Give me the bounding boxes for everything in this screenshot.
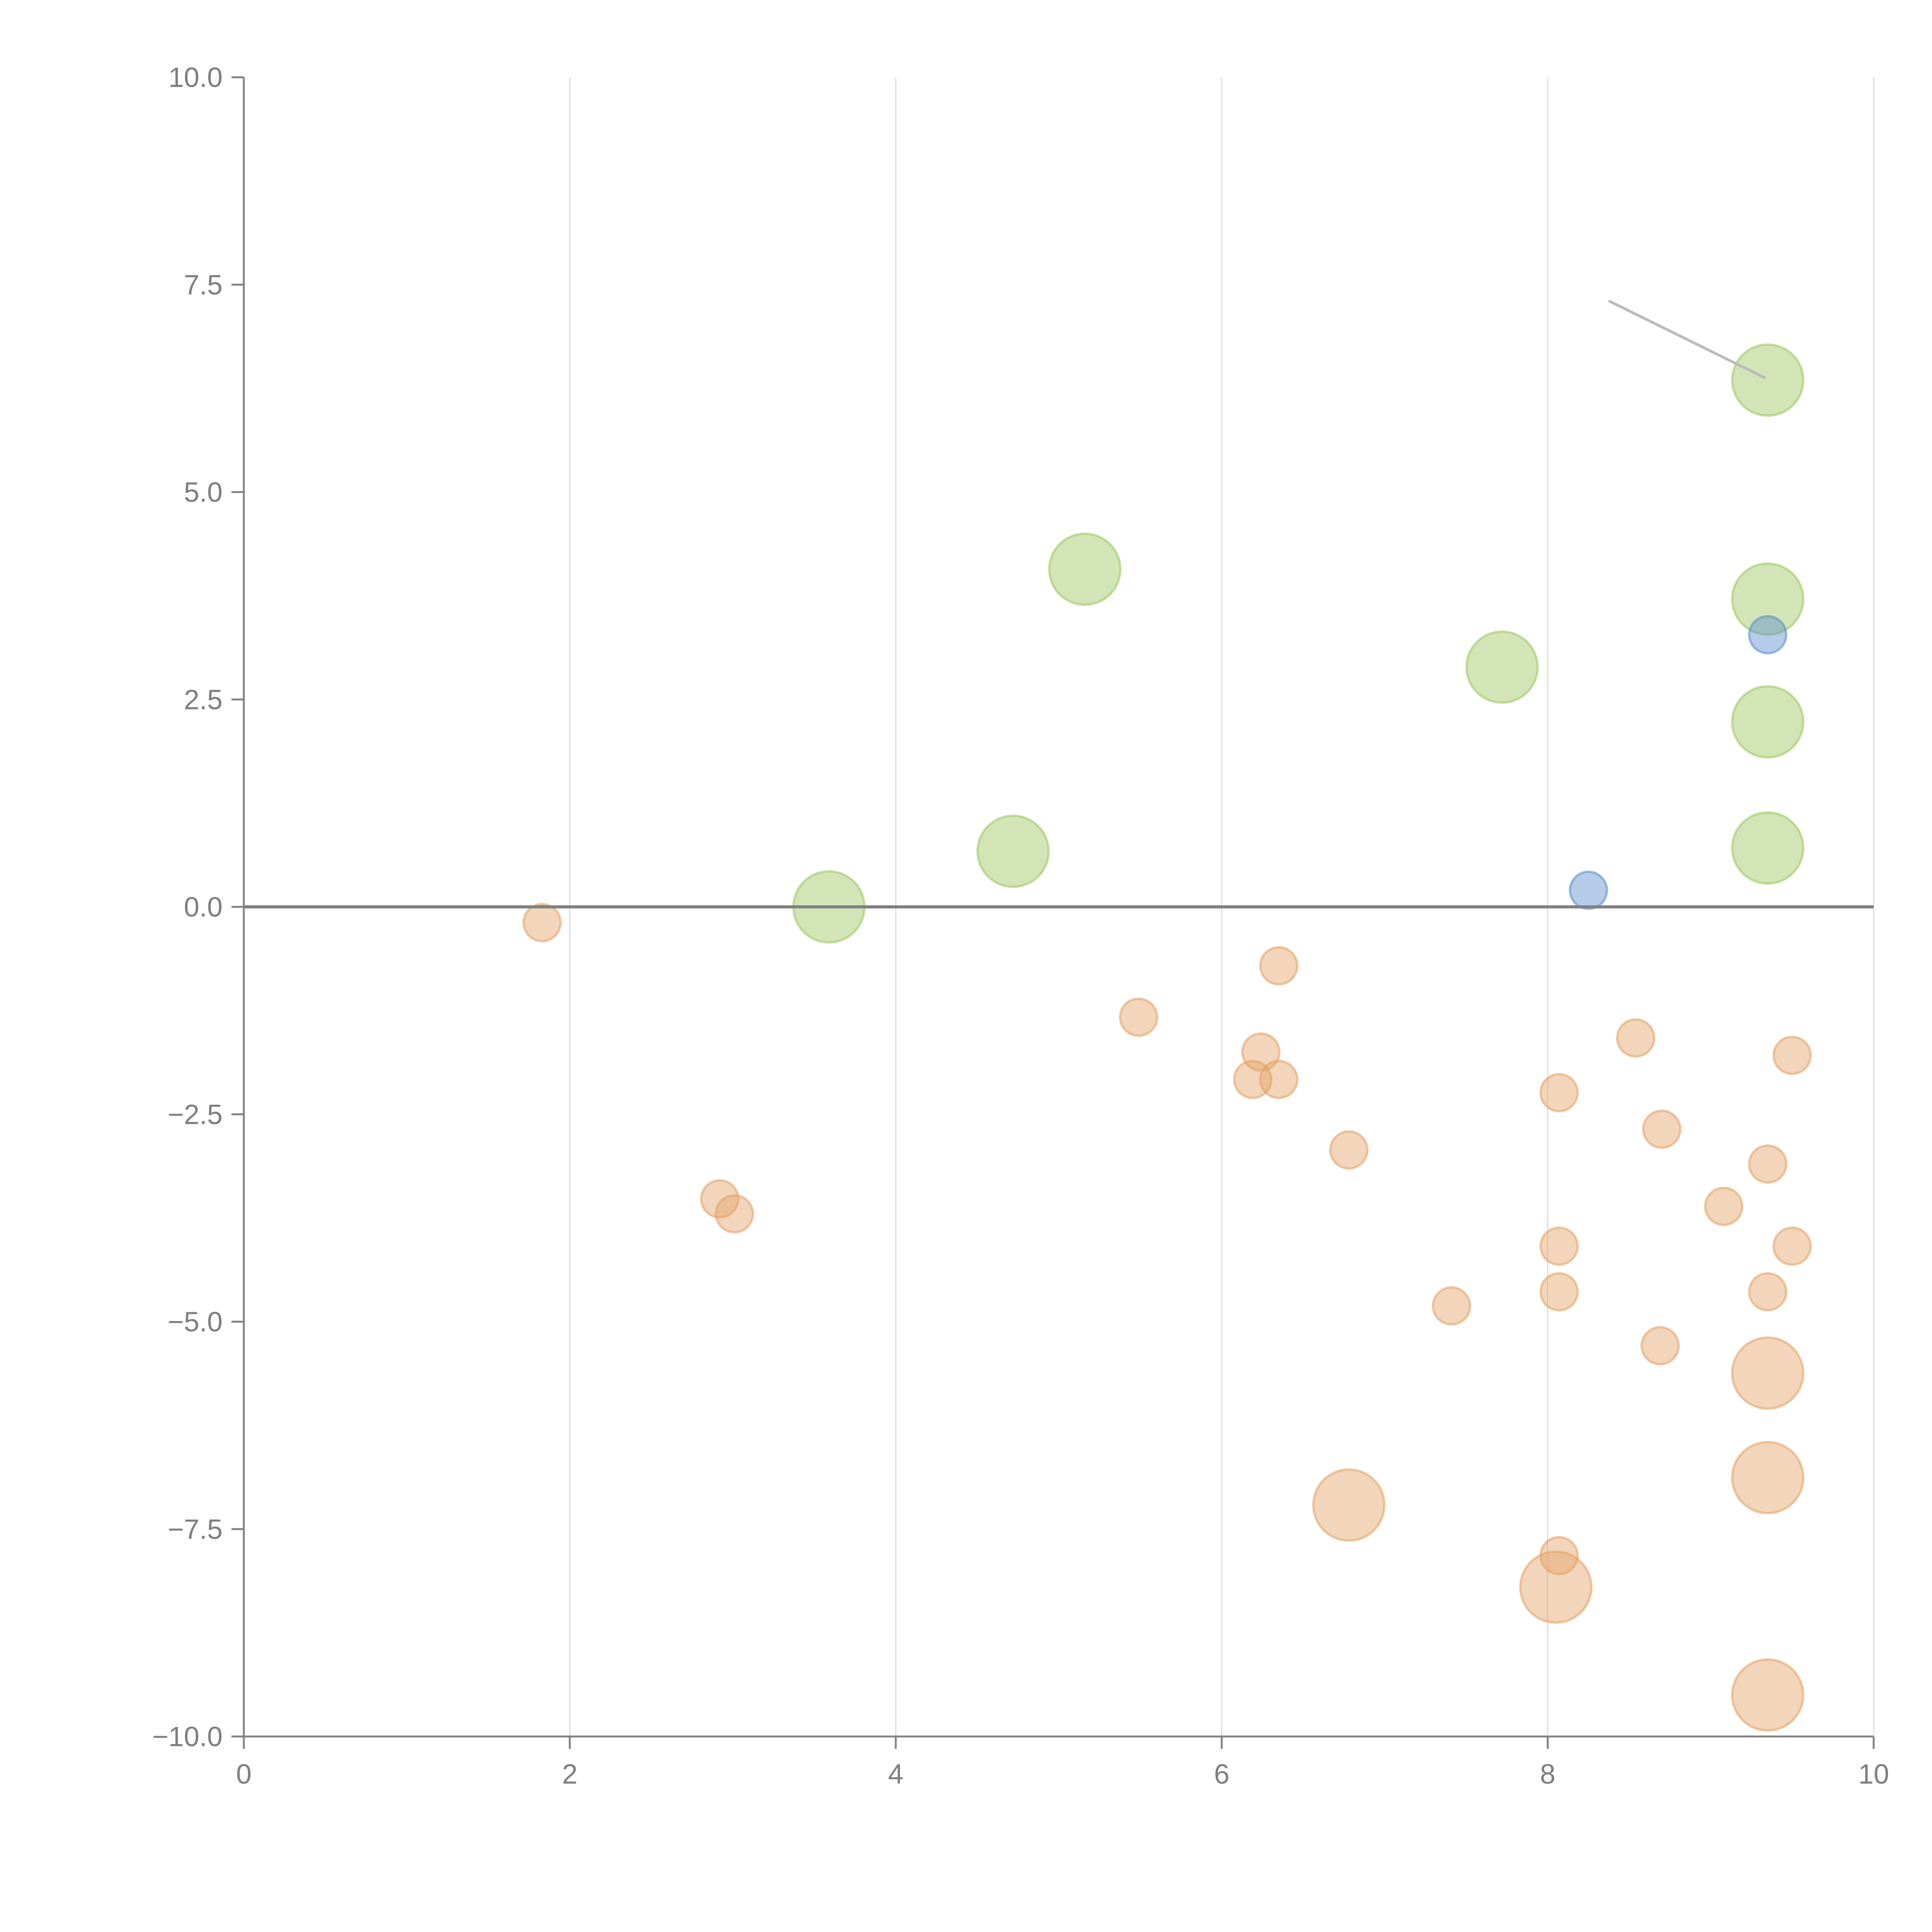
bubble-blue	[1748, 615, 1787, 655]
bubble-orange-large	[1312, 1468, 1386, 1542]
bubble-orange	[1259, 1060, 1299, 1099]
bubble-orange	[1432, 1286, 1471, 1326]
bubble-orange	[714, 1194, 754, 1234]
bubble-orange	[1642, 1109, 1682, 1149]
y-tick-label: −10.0	[152, 1721, 223, 1752]
bubble-orange-large	[1731, 1658, 1804, 1732]
bubbles	[522, 343, 1812, 1732]
bubble-green	[1731, 811, 1804, 885]
bubble-orange	[1259, 946, 1299, 986]
y-tick-label: −2.5	[168, 1099, 223, 1130]
bubble-orange	[1772, 1036, 1812, 1075]
y-tick-label: 0.0	[184, 892, 223, 923]
bubble-green	[1731, 562, 1804, 636]
bubble-green	[1731, 343, 1804, 417]
bubble-orange	[1539, 1073, 1579, 1112]
bubble-orange	[1539, 1272, 1579, 1312]
bubble-orange	[1748, 1144, 1787, 1184]
axes: 10.0 7.5 5.0 2.5 0.0 −2.5 −5.0 −7.5 −10.0 0 2 4 6 8 10	[152, 62, 1889, 1790]
y-tick-label: 10.0	[168, 62, 223, 93]
bubble-orange	[1748, 1272, 1787, 1312]
bubble-green	[1048, 532, 1122, 606]
y-tick-label: 5.0	[184, 477, 223, 508]
x-tick-label: 4	[888, 1759, 903, 1790]
x-tick-label: 8	[1540, 1759, 1555, 1790]
bubble-orange-large	[1519, 1550, 1593, 1624]
bubble-orange	[700, 1179, 740, 1219]
y-tick-label: −7.5	[168, 1514, 223, 1545]
bubble-green	[1465, 630, 1539, 704]
annotations	[1608, 300, 1766, 379]
bubble-orange	[1772, 1226, 1812, 1266]
x-tick-label: 10	[1858, 1759, 1889, 1790]
leader-line	[1608, 300, 1766, 379]
bubble-orange-large	[1731, 1441, 1804, 1515]
bubble-orange	[1616, 1018, 1656, 1058]
bubble-green	[976, 815, 1050, 888]
x-tick-label: 2	[562, 1759, 578, 1790]
bubble-blue	[1568, 871, 1608, 910]
x-tick-label: 0	[236, 1759, 252, 1790]
y-tick-label: 2.5	[184, 684, 223, 715]
bubble-orange-large	[1731, 1336, 1804, 1410]
bubble-orange	[1640, 1326, 1680, 1366]
x-tick-label: 6	[1214, 1759, 1230, 1790]
bubble-orange	[522, 903, 562, 942]
y-tick-label: −5.0	[168, 1307, 223, 1338]
bubble-green	[1731, 685, 1804, 759]
bubble-orange	[1119, 997, 1158, 1037]
y-tick-label: 7.5	[184, 270, 223, 301]
bubble-orange	[1704, 1187, 1743, 1226]
bubble-orange	[1539, 1226, 1579, 1266]
bubble-orange	[1329, 1130, 1369, 1170]
